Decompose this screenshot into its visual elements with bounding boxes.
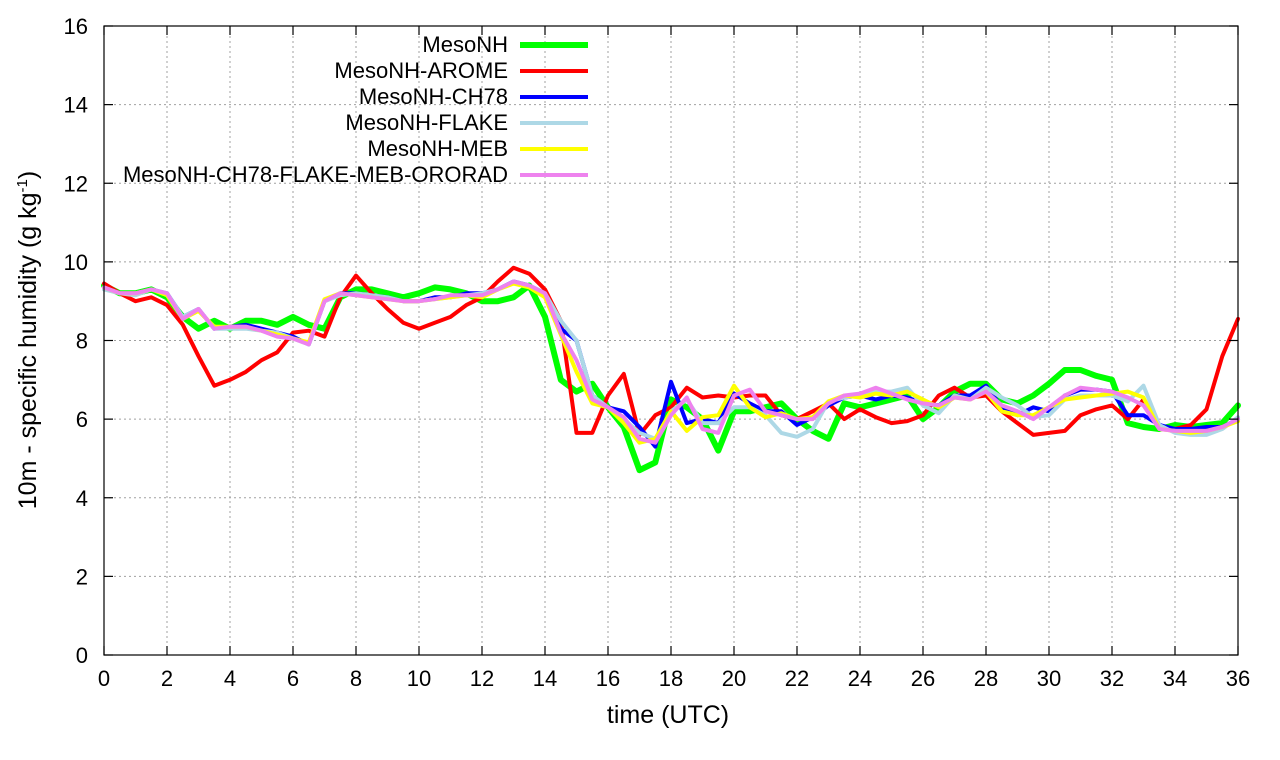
y-tick-label: 6 [76, 407, 88, 432]
x-tick-label: 34 [1163, 666, 1187, 691]
y-tick-label: 0 [76, 643, 88, 668]
x-tick-label: 20 [722, 666, 746, 691]
x-tick-label: 18 [659, 666, 683, 691]
y-axis-title-main: 10m - specific humidity (g kg [14, 192, 42, 509]
y-tick-label: 8 [76, 329, 88, 354]
legend-label: MesoNH [422, 32, 508, 57]
y-axis-title-superscript: -1 [14, 179, 31, 192]
x-tick-label: 22 [785, 666, 809, 691]
legend-label: MesoNH-MEB [367, 136, 508, 161]
grid-lines [104, 26, 1238, 655]
y-tick-label: 12 [64, 171, 88, 196]
x-tick-label: 6 [287, 666, 299, 691]
legend-label: MesoNH-FLAKE [345, 110, 508, 135]
series-lines [101, 265, 1241, 474]
x-tick-label: 28 [974, 666, 998, 691]
x-tick-label: 36 [1226, 666, 1250, 691]
series-line-1 [101, 282, 1241, 474]
x-axis-title: time (UTC) [607, 701, 729, 729]
y-tick-label: 14 [64, 93, 88, 118]
y-axis-title-tail: ) [14, 171, 42, 179]
legend-label: MesoNH-CH78-FLAKE-MEB-ORORAD [123, 162, 508, 187]
legend-label: MesoNH-CH78 [359, 84, 508, 109]
y-tick-label: 16 [64, 14, 88, 39]
x-tick-label: 4 [224, 666, 236, 691]
y-axis-title: 10m - specific humidity (g kg-1) [14, 171, 42, 509]
axis-ticks: 0 2 4 6 8 10 12 14 16 18 20 22 24 26 28 30 32 34 360246810… [64, 14, 1251, 691]
y-tick-label: 10 [64, 250, 88, 275]
x-tick-label: 0 [98, 666, 110, 691]
legend-label: MesoNH-AROME [334, 58, 508, 83]
x-tick-label: 10 [407, 666, 431, 691]
series-line-6 [102, 279, 1240, 445]
x-tick-label: 12 [470, 666, 494, 691]
x-tick-label: 8 [350, 666, 362, 691]
x-tick-label: 14 [533, 666, 557, 691]
x-tick-label: 32 [1100, 666, 1124, 691]
y-tick-label: 4 [76, 486, 88, 511]
x-tick-label: 30 [1037, 666, 1061, 691]
x-tick-label: 26 [911, 666, 935, 691]
x-tick-label: 16 [596, 666, 620, 691]
x-tick-label: 2 [161, 666, 173, 691]
series-line-2 [102, 265, 1240, 437]
y-tick-label: 2 [76, 564, 88, 589]
x-tick-label: 24 [848, 666, 872, 691]
legend: MesoNHMesoNH-AROMEMesoNH-CH78MesoNH-FLAK… [123, 32, 588, 187]
